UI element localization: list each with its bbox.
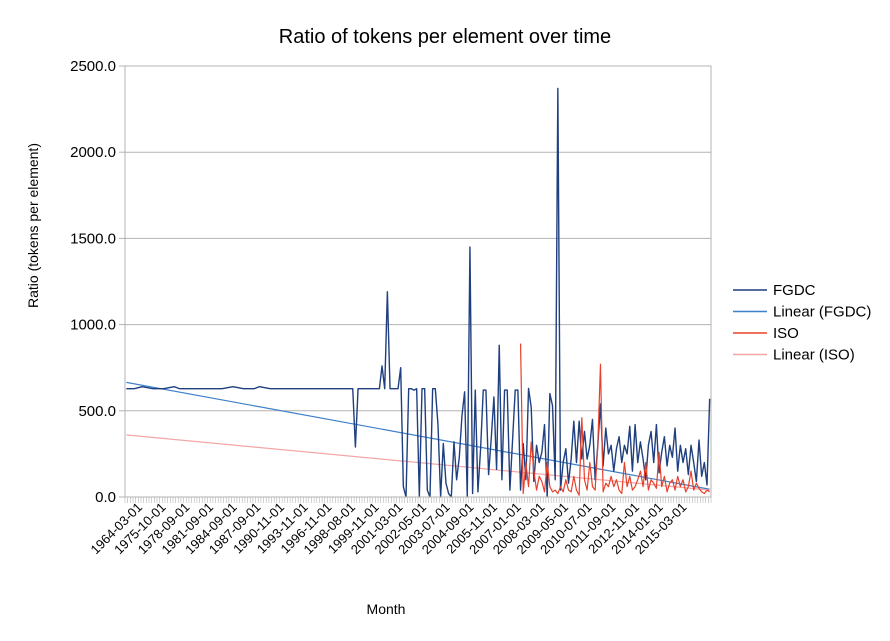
series-lines <box>126 87 711 498</box>
y-axis-ticks: 0.0 500.0 1000.0 1500.0 2000.0 2500.0 <box>70 58 125 506</box>
legend-label-iso: ISO <box>773 325 799 342</box>
series-line-iso <box>519 343 710 496</box>
y-tick-label: 2500.0 <box>70 58 116 75</box>
x-axis-title: Month <box>367 601 406 617</box>
y-tick-label: 500.0 <box>78 403 116 420</box>
chart-title: Ratio of tokens per element over time <box>279 26 611 48</box>
y-tick-label: 0.0 <box>95 489 116 506</box>
series-line-fgdc <box>126 87 711 498</box>
legend-label-linear-iso: Linear (ISO) <box>773 347 855 364</box>
legend-label-fgdc: FGDC <box>773 282 816 299</box>
y-tick-label: 2000.0 <box>70 144 116 161</box>
x-axis-ticks: 1964-03-011975-10-011978-09-011981-09-01… <box>87 497 712 557</box>
plot-frame <box>124 65 712 498</box>
y-axis-title: Ratio (tokens per element) <box>25 143 41 308</box>
legend: FGDC Linear (FGDC) ISO Linear (ISO) <box>733 282 871 364</box>
legend-label-linear-fgdc: Linear (FGDC) <box>773 304 871 321</box>
y-tick-label: 1000.0 <box>70 317 116 334</box>
y-tick-label: 1500.0 <box>70 230 116 247</box>
